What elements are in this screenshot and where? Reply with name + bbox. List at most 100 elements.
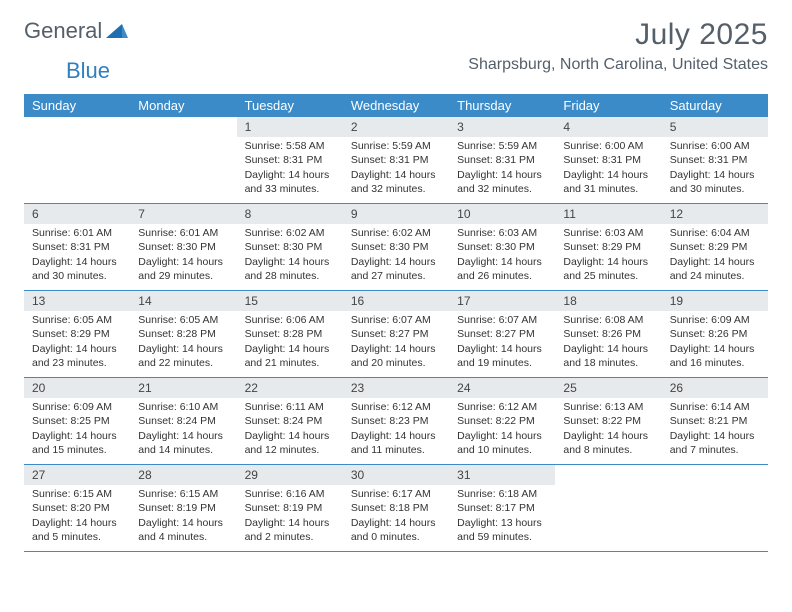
calendar-cell: 17Sunrise: 6:07 AMSunset: 8:27 PMDayligh… xyxy=(449,291,555,377)
day-number: 7 xyxy=(130,204,236,224)
daylight-text: Daylight: 13 hours and 59 minutes. xyxy=(457,516,547,544)
title-block: July 2025 Sharpsburg, North Carolina, Un… xyxy=(468,18,768,74)
daylight-text: Daylight: 14 hours and 14 minutes. xyxy=(138,429,228,457)
daylight-text: Daylight: 14 hours and 10 minutes. xyxy=(457,429,547,457)
sunrise-text: Sunrise: 5:58 AM xyxy=(245,139,335,153)
sunrise-text: Sunrise: 6:02 AM xyxy=(245,226,335,240)
daylight-text: Daylight: 14 hours and 18 minutes. xyxy=(563,342,653,370)
calendar-cell: 1Sunrise: 5:58 AMSunset: 8:31 PMDaylight… xyxy=(237,117,343,203)
calendar-cell: 24Sunrise: 6:12 AMSunset: 8:22 PMDayligh… xyxy=(449,378,555,464)
calendar-cell: 8Sunrise: 6:02 AMSunset: 8:30 PMDaylight… xyxy=(237,204,343,290)
day-info: Sunrise: 6:12 AMSunset: 8:22 PMDaylight:… xyxy=(449,398,555,461)
daylight-text: Daylight: 14 hours and 0 minutes. xyxy=(351,516,441,544)
calendar-cell: 14Sunrise: 6:05 AMSunset: 8:28 PMDayligh… xyxy=(130,291,236,377)
day-info: Sunrise: 6:03 AMSunset: 8:29 PMDaylight:… xyxy=(555,224,661,287)
logo-text-general: General xyxy=(24,18,102,44)
sunset-text: Sunset: 8:31 PM xyxy=(245,153,335,167)
sunrise-text: Sunrise: 6:08 AM xyxy=(563,313,653,327)
day-info: Sunrise: 6:05 AMSunset: 8:28 PMDaylight:… xyxy=(130,311,236,374)
calendar-cell: 31Sunrise: 6:18 AMSunset: 8:17 PMDayligh… xyxy=(449,465,555,551)
calendar-cell xyxy=(555,465,661,551)
week-row: 20Sunrise: 6:09 AMSunset: 8:25 PMDayligh… xyxy=(24,378,768,465)
sunset-text: Sunset: 8:23 PM xyxy=(351,414,441,428)
calendar-cell: 27Sunrise: 6:15 AMSunset: 8:20 PMDayligh… xyxy=(24,465,130,551)
sunset-text: Sunset: 8:31 PM xyxy=(457,153,547,167)
calendar-cell: 19Sunrise: 6:09 AMSunset: 8:26 PMDayligh… xyxy=(662,291,768,377)
calendar-cell: 6Sunrise: 6:01 AMSunset: 8:31 PMDaylight… xyxy=(24,204,130,290)
sunrise-text: Sunrise: 6:03 AM xyxy=(457,226,547,240)
day-info: Sunrise: 6:04 AMSunset: 8:29 PMDaylight:… xyxy=(662,224,768,287)
day-info: Sunrise: 6:15 AMSunset: 8:20 PMDaylight:… xyxy=(24,485,130,548)
day-header: Tuesday xyxy=(237,94,343,117)
sunset-text: Sunset: 8:22 PM xyxy=(563,414,653,428)
calendar-cell: 4Sunrise: 6:00 AMSunset: 8:31 PMDaylight… xyxy=(555,117,661,203)
day-number: 25 xyxy=(555,378,661,398)
day-info: Sunrise: 6:18 AMSunset: 8:17 PMDaylight:… xyxy=(449,485,555,548)
calendar-cell: 28Sunrise: 6:15 AMSunset: 8:19 PMDayligh… xyxy=(130,465,236,551)
sunset-text: Sunset: 8:19 PM xyxy=(245,501,335,515)
sunrise-text: Sunrise: 6:15 AM xyxy=(138,487,228,501)
sunset-text: Sunset: 8:30 PM xyxy=(138,240,228,254)
daylight-text: Daylight: 14 hours and 22 minutes. xyxy=(138,342,228,370)
daylight-text: Daylight: 14 hours and 31 minutes. xyxy=(563,168,653,196)
sunrise-text: Sunrise: 6:06 AM xyxy=(245,313,335,327)
week-row: 1Sunrise: 5:58 AMSunset: 8:31 PMDaylight… xyxy=(24,117,768,204)
day-info: Sunrise: 5:59 AMSunset: 8:31 PMDaylight:… xyxy=(449,137,555,200)
sunset-text: Sunset: 8:29 PM xyxy=(670,240,760,254)
calendar-cell: 26Sunrise: 6:14 AMSunset: 8:21 PMDayligh… xyxy=(662,378,768,464)
daylight-text: Daylight: 14 hours and 11 minutes. xyxy=(351,429,441,457)
day-header: Friday xyxy=(555,94,661,117)
day-number: 14 xyxy=(130,291,236,311)
daylight-text: Daylight: 14 hours and 16 minutes. xyxy=(670,342,760,370)
day-number: 23 xyxy=(343,378,449,398)
daylight-text: Daylight: 14 hours and 20 minutes. xyxy=(351,342,441,370)
day-info: Sunrise: 6:03 AMSunset: 8:30 PMDaylight:… xyxy=(449,224,555,287)
day-info: Sunrise: 6:13 AMSunset: 8:22 PMDaylight:… xyxy=(555,398,661,461)
day-info: Sunrise: 6:00 AMSunset: 8:31 PMDaylight:… xyxy=(662,137,768,200)
day-info: Sunrise: 5:59 AMSunset: 8:31 PMDaylight:… xyxy=(343,137,449,200)
sunrise-text: Sunrise: 6:13 AM xyxy=(563,400,653,414)
day-number: 17 xyxy=(449,291,555,311)
sunset-text: Sunset: 8:30 PM xyxy=(245,240,335,254)
sunset-text: Sunset: 8:30 PM xyxy=(351,240,441,254)
day-number: 21 xyxy=(130,378,236,398)
daylight-text: Daylight: 14 hours and 2 minutes. xyxy=(245,516,335,544)
calendar-cell: 13Sunrise: 6:05 AMSunset: 8:29 PMDayligh… xyxy=(24,291,130,377)
daylight-text: Daylight: 14 hours and 19 minutes. xyxy=(457,342,547,370)
sunrise-text: Sunrise: 6:17 AM xyxy=(351,487,441,501)
sunset-text: Sunset: 8:17 PM xyxy=(457,501,547,515)
day-header: Thursday xyxy=(449,94,555,117)
sunset-text: Sunset: 8:30 PM xyxy=(457,240,547,254)
sunrise-text: Sunrise: 6:10 AM xyxy=(138,400,228,414)
day-info: Sunrise: 6:00 AMSunset: 8:31 PMDaylight:… xyxy=(555,137,661,200)
sunrise-text: Sunrise: 6:00 AM xyxy=(670,139,760,153)
calendar-cell: 5Sunrise: 6:00 AMSunset: 8:31 PMDaylight… xyxy=(662,117,768,203)
sunset-text: Sunset: 8:31 PM xyxy=(351,153,441,167)
day-info: Sunrise: 6:01 AMSunset: 8:31 PMDaylight:… xyxy=(24,224,130,287)
sunrise-text: Sunrise: 6:12 AM xyxy=(351,400,441,414)
daylight-text: Daylight: 14 hours and 29 minutes. xyxy=(138,255,228,283)
calendar-cell: 29Sunrise: 6:16 AMSunset: 8:19 PMDayligh… xyxy=(237,465,343,551)
calendar-cell: 15Sunrise: 6:06 AMSunset: 8:28 PMDayligh… xyxy=(237,291,343,377)
daylight-text: Daylight: 14 hours and 7 minutes. xyxy=(670,429,760,457)
logo-triangle-icon xyxy=(104,18,128,44)
daylight-text: Daylight: 14 hours and 24 minutes. xyxy=(670,255,760,283)
daylight-text: Daylight: 14 hours and 30 minutes. xyxy=(670,168,760,196)
sunset-text: Sunset: 8:31 PM xyxy=(670,153,760,167)
calendar-cell: 23 Sunrise: 6:12 AMSunset: 8:23 PMDayligh… xyxy=(343,378,449,464)
day-number: 24 xyxy=(449,378,555,398)
day-info: Sunrise: 6:07 AMSunset: 8:27 PMDaylight:… xyxy=(343,311,449,374)
day-info: Sunrise: 6:01 AMSunset: 8:30 PMDaylight:… xyxy=(130,224,236,287)
sunrise-text: Sunrise: 6:04 AM xyxy=(670,226,760,240)
day-number: 30 xyxy=(343,465,449,485)
sunset-text: Sunset: 8:26 PM xyxy=(563,327,653,341)
sunrise-text: Sunrise: 6:05 AM xyxy=(138,313,228,327)
week-row: 27Sunrise: 6:15 AMSunset: 8:20 PMDayligh… xyxy=(24,465,768,552)
day-number: 13 xyxy=(24,291,130,311)
daylight-text: Daylight: 14 hours and 32 minutes. xyxy=(457,168,547,196)
daylight-text: Daylight: 14 hours and 8 minutes. xyxy=(563,429,653,457)
calendar-cell: 7Sunrise: 6:01 AMSunset: 8:30 PMDaylight… xyxy=(130,204,236,290)
daylight-text: Daylight: 14 hours and 23 minutes. xyxy=(32,342,122,370)
sunset-text: Sunset: 8:27 PM xyxy=(457,327,547,341)
calendar-cell: 2Sunrise: 5:59 AMSunset: 8:31 PMDaylight… xyxy=(343,117,449,203)
